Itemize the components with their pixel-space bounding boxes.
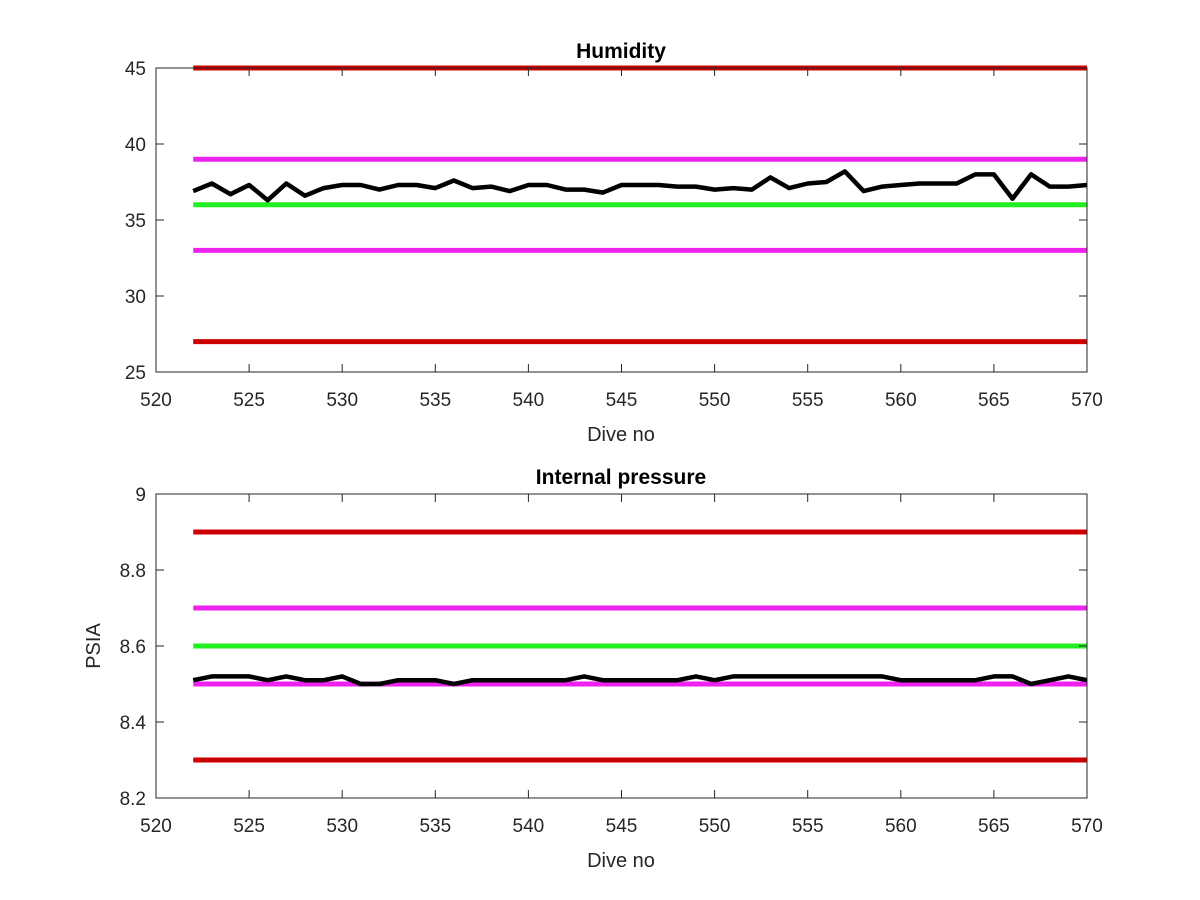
humidity-ytick-label: 40 (125, 135, 146, 156)
humidity-ytick-label: 45 (125, 59, 146, 80)
humidity-xlabel: Dive no (587, 424, 655, 446)
humidity-xtick-label: 530 (326, 390, 358, 411)
pressure-xtick-label: 530 (326, 816, 358, 837)
pressure-ytick-label: 8.4 (120, 713, 147, 734)
humidity-xtick-label: 570 (1071, 390, 1103, 411)
humidity-xtick-label: 560 (885, 390, 917, 411)
humidity-ytick-label: 35 (125, 211, 146, 232)
humidity-xtick-label: 535 (419, 390, 451, 411)
humidity-xtick-label: 545 (606, 390, 638, 411)
humidity-xtick-label: 550 (699, 390, 731, 411)
pressure-ytick-label: 9 (135, 485, 146, 506)
pressure-xlabel: Dive no (587, 850, 655, 872)
pressure-ytick-label: 8.8 (120, 561, 146, 582)
pressure-xtick-label: 570 (1071, 816, 1103, 837)
humidity-title: Humidity (576, 40, 666, 63)
pressure-xtick-label: 540 (513, 816, 545, 837)
pressure-ylabel: PSIA (83, 623, 105, 669)
pressure-xtick-label: 545 (606, 816, 638, 837)
pressure-series-line-0 (192, 674, 1088, 687)
pressure-xtick-label: 525 (233, 816, 265, 837)
pressure-ytick-label: 8.6 (120, 637, 146, 658)
pressure-xtick-label: 560 (885, 816, 917, 837)
pressure-xtick-label: 565 (978, 816, 1010, 837)
humidity-xtick-label: 565 (978, 390, 1010, 411)
pressure-xtick-label: 520 (140, 816, 172, 837)
pressure-title: Internal pressure (536, 466, 706, 489)
humidity-series-line-0 (192, 169, 1088, 203)
pressure-xtick-label: 550 (699, 816, 731, 837)
humidity-panel: 520 525 530 535 540 545 550 555 560 565 570 25 30 35 4… (125, 40, 1103, 446)
humidity-xtick-label: 540 (513, 390, 545, 411)
pressure-panel: 520 525 530 535 540 545 550 555 560 565 570 8.2 8.4 8… (83, 466, 1103, 872)
humidity-xtick-label: 520 (140, 390, 172, 411)
pressure-ytick-label: 8.2 (120, 789, 146, 810)
humidity-ytick-label: 30 (125, 287, 146, 308)
pressure-xtick-label: 535 (419, 816, 451, 837)
humidity-xtick-label: 525 (233, 390, 265, 411)
pressure-xtick-label: 555 (792, 816, 824, 837)
humidity-xtick-label: 555 (792, 390, 824, 411)
humidity-ytick-label: 25 (125, 363, 146, 384)
